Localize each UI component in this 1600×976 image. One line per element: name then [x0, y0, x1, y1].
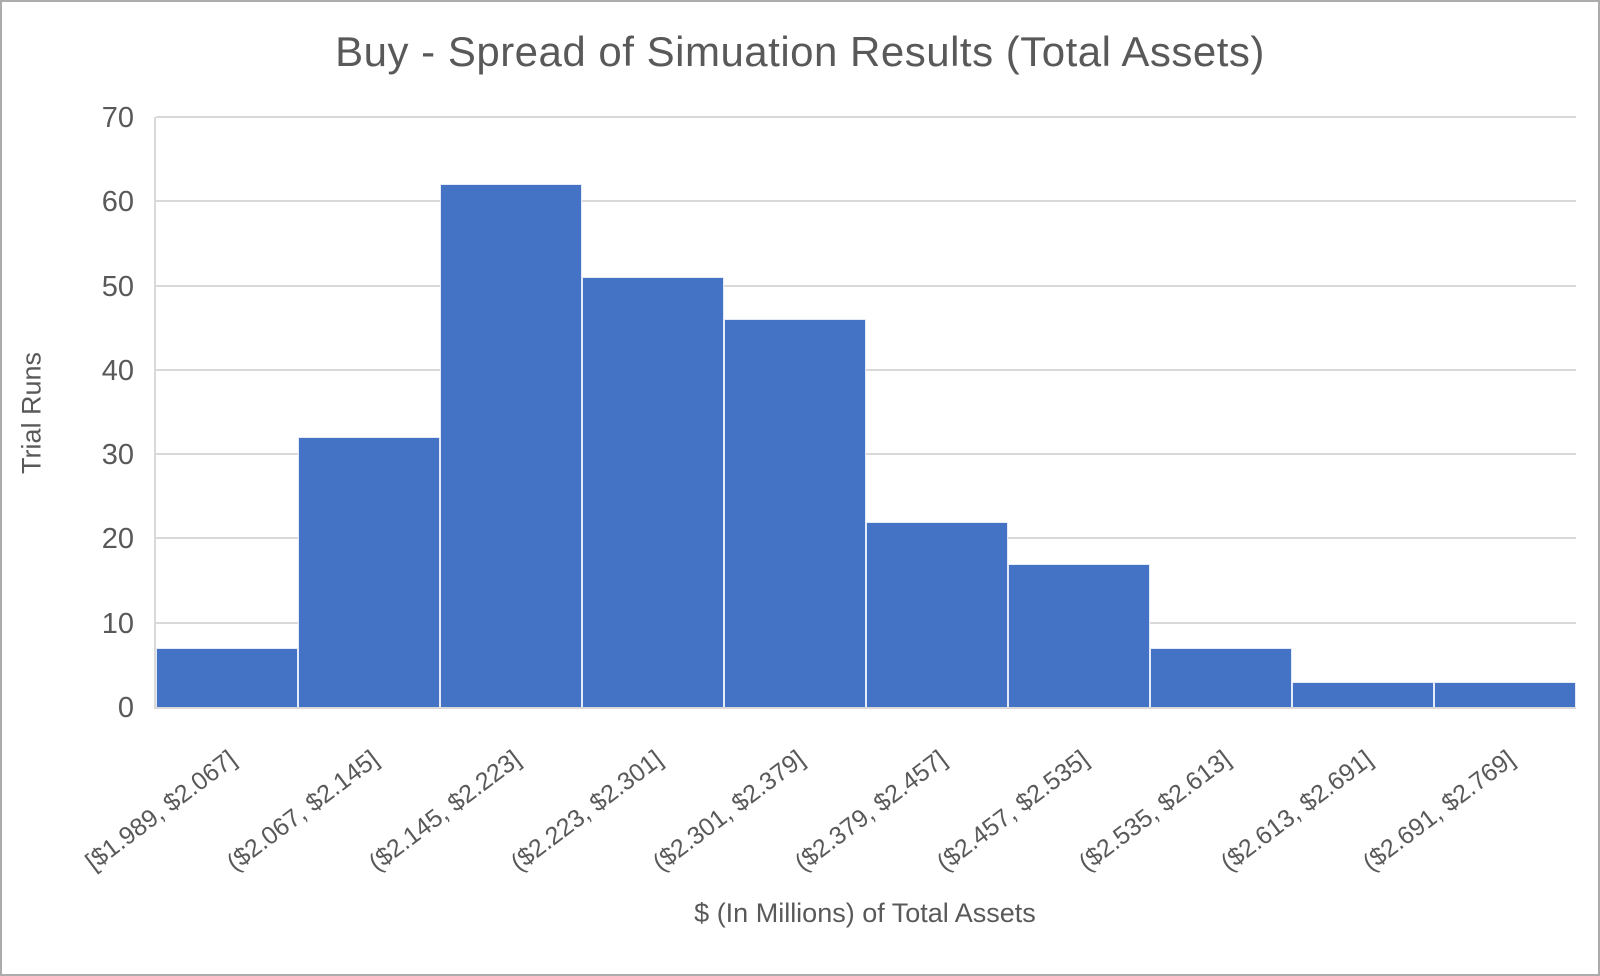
histogram-bar	[1008, 563, 1150, 707]
x-tick-label-text: ($2.379, $2.457]	[789, 745, 952, 877]
gridline	[156, 200, 1576, 203]
histogram-bar	[156, 648, 298, 707]
histogram-bar	[1150, 648, 1292, 707]
x-tick-label-text: [$1.989, $2.067]	[80, 745, 242, 877]
gridline	[156, 284, 1576, 287]
histogram-bar	[866, 521, 1008, 707]
y-tick-label: 70	[101, 102, 134, 134]
histogram-bar	[724, 319, 866, 707]
plot-area	[154, 116, 1576, 709]
x-axis-tick-labels: [$1.989, $2.067] ($2.067, $2.145] ($2.145,…	[81, 709, 1576, 909]
y-tick-label: 40	[101, 354, 134, 387]
y-tick-label: 30	[101, 439, 134, 472]
x-tick-label-text: ($2.613, $2.691]	[1215, 745, 1378, 877]
gridline	[156, 368, 1576, 371]
x-tick-label-text: ($2.691, $2.769]	[1357, 745, 1520, 877]
x-tick-label-text: ($2.301, $2.379]	[647, 745, 810, 877]
histogram-bar	[1292, 681, 1434, 707]
x-axis-title: $ (In Millions) of Total Assets	[694, 898, 1036, 928]
y-tick-label: 60	[101, 186, 134, 219]
histogram-bar	[1434, 681, 1576, 707]
x-tick-label-text: ($2.535, $2.613]	[1073, 745, 1236, 877]
chart-title: Buy - Spread of Simuation Results (Total…	[335, 28, 1265, 75]
y-tick-label: 50	[101, 270, 134, 303]
y-tick-label: 0	[117, 692, 134, 724]
x-tick-label-text: ($2.223, $2.301]	[505, 745, 668, 877]
gridline	[156, 453, 1576, 456]
histogram-bar	[298, 437, 440, 707]
y-axis-tick-labels: 0 10 20 30 40 50 60 70	[2, 103, 134, 723]
y-tick-label: 20	[101, 523, 134, 556]
x-tick-label-text: ($2.457, $2.535]	[931, 745, 1094, 877]
gridline	[156, 116, 1576, 118]
histogram-bar	[440, 184, 582, 707]
x-tick-label-text: ($2.145, $2.223]	[363, 745, 526, 877]
histogram-bar	[582, 277, 724, 707]
y-tick-label: 10	[101, 607, 134, 640]
x-tick-label-text: ($2.067, $2.145]	[221, 745, 384, 877]
